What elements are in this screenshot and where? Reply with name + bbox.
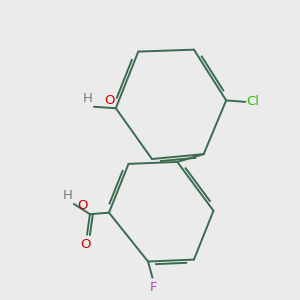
Text: O: O xyxy=(104,94,114,107)
Text: H: H xyxy=(82,92,92,105)
Text: F: F xyxy=(149,281,157,294)
Text: O: O xyxy=(77,199,88,212)
Text: H: H xyxy=(62,189,72,203)
Text: Cl: Cl xyxy=(247,95,260,108)
Text: O: O xyxy=(80,238,91,251)
